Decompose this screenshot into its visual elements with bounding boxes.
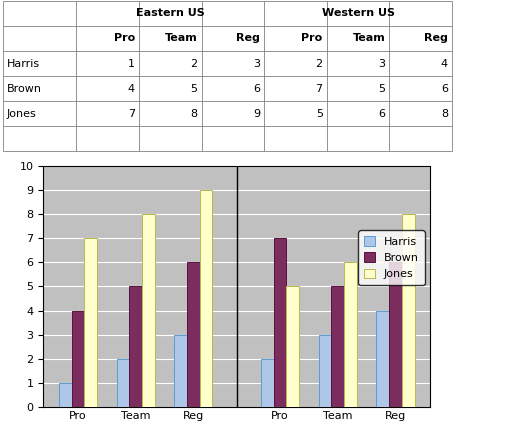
Bar (344, 262, 357, 407)
Bar (319, 335, 331, 407)
Text: 9: 9 (253, 109, 260, 119)
Text: Reg: Reg (236, 34, 260, 43)
Text: Team: Team (165, 34, 197, 43)
Text: Jones: Jones (7, 109, 36, 119)
Text: 7: 7 (316, 83, 323, 94)
Bar (261, 359, 274, 407)
Text: 7: 7 (128, 109, 135, 119)
Text: 6: 6 (378, 109, 385, 119)
Bar (187, 262, 200, 407)
Bar (389, 262, 402, 407)
Text: Reg: Reg (424, 34, 448, 43)
Text: 5: 5 (378, 83, 385, 94)
Bar (200, 190, 212, 407)
Bar (287, 286, 299, 407)
Text: 5: 5 (190, 83, 197, 94)
Text: 2: 2 (190, 58, 197, 69)
Bar (129, 286, 142, 407)
Text: 4: 4 (128, 83, 135, 94)
Bar (377, 311, 389, 407)
Legend: Harris, Brown, Jones: Harris, Brown, Jones (358, 230, 425, 285)
Text: Harris: Harris (7, 58, 40, 69)
Bar (59, 383, 72, 407)
Bar (72, 311, 84, 407)
Text: 6: 6 (441, 83, 448, 94)
Bar (274, 239, 287, 407)
Text: Pro: Pro (301, 34, 323, 43)
Bar (84, 239, 97, 407)
Text: 3: 3 (378, 58, 385, 69)
Text: 1: 1 (128, 58, 135, 69)
Text: 6: 6 (253, 83, 260, 94)
Text: 8: 8 (441, 109, 448, 119)
Bar (117, 359, 129, 407)
Bar (142, 214, 155, 407)
Bar (402, 214, 414, 407)
Text: 3: 3 (253, 58, 260, 69)
Text: 5: 5 (316, 109, 323, 119)
Bar (174, 335, 187, 407)
Text: Eastern US: Eastern US (136, 9, 205, 18)
Text: Pro: Pro (114, 34, 135, 43)
Text: Western US: Western US (322, 9, 394, 18)
Text: Team: Team (353, 34, 385, 43)
Text: 2: 2 (316, 58, 323, 69)
Text: 8: 8 (190, 109, 197, 119)
Text: Brown: Brown (7, 83, 42, 94)
Bar (331, 286, 344, 407)
Text: 4: 4 (441, 58, 448, 69)
